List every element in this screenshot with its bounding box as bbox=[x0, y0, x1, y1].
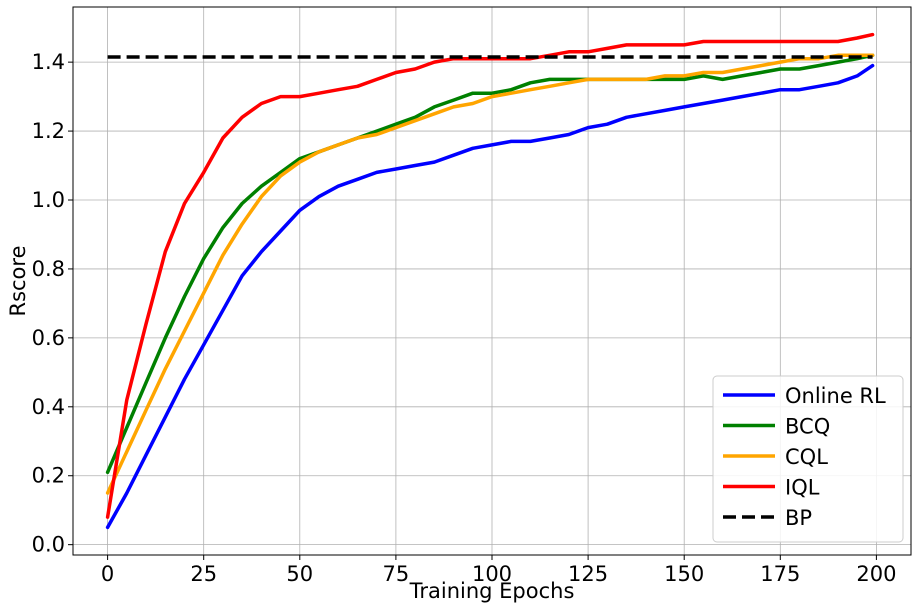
legend-entry-label: CQL bbox=[785, 445, 828, 469]
legend-entry-label: Online RL bbox=[785, 384, 886, 408]
series-lines bbox=[105, 32, 875, 530]
y-axis-label: Rscore bbox=[6, 245, 30, 316]
y-tick-label: 0.6 bbox=[32, 326, 65, 350]
x-axis-label: Training Epochs bbox=[409, 579, 575, 603]
legend-entry-label: BP bbox=[785, 506, 812, 530]
legend: Online RL BCQ CQL IQL BP bbox=[712, 375, 904, 543]
x-tick-label: 25 bbox=[190, 562, 217, 586]
axis-ticks: 0 25 50 75 100 125 150 175 200 0.0 0.2 0.4 0.6 0.8 1.0… bbox=[32, 50, 897, 586]
y-tick-label: 0.8 bbox=[32, 257, 65, 281]
x-tick-label: 100 bbox=[472, 562, 512, 586]
x-tick-label: 75 bbox=[383, 562, 410, 586]
series-line-online-rl bbox=[105, 63, 875, 530]
x-tick-label: 50 bbox=[286, 562, 313, 586]
x-tick-label: 150 bbox=[664, 562, 704, 586]
x-tick-label: 125 bbox=[568, 562, 608, 586]
series-line-cql bbox=[105, 53, 875, 495]
series-line-bcq bbox=[105, 53, 875, 475]
x-tick-label: 175 bbox=[760, 562, 800, 586]
y-tick-label: 0.2 bbox=[32, 464, 65, 488]
x-tick-label: 200 bbox=[856, 562, 896, 586]
y-tick-label: 1.0 bbox=[32, 188, 65, 212]
y-tick-label: 1.4 bbox=[32, 50, 65, 74]
y-tick-label: 0.0 bbox=[32, 533, 65, 557]
legend-entry-label: BCQ bbox=[785, 415, 830, 439]
legend-entry-label: IQL bbox=[785, 476, 820, 500]
y-tick-label: 1.2 bbox=[32, 119, 65, 143]
x-tick-label: 0 bbox=[101, 562, 114, 586]
y-tick-label: 0.4 bbox=[32, 395, 65, 419]
grid-lines bbox=[73, 7, 911, 555]
legend-box bbox=[712, 375, 904, 543]
